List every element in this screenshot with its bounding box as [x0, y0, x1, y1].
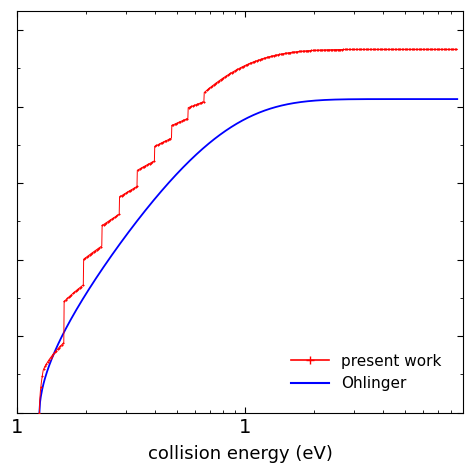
Legend: present work, Ohlinger: present work, Ohlinger — [284, 347, 447, 397]
X-axis label: collision energy (eV): collision energy (eV) — [148, 445, 333, 463]
